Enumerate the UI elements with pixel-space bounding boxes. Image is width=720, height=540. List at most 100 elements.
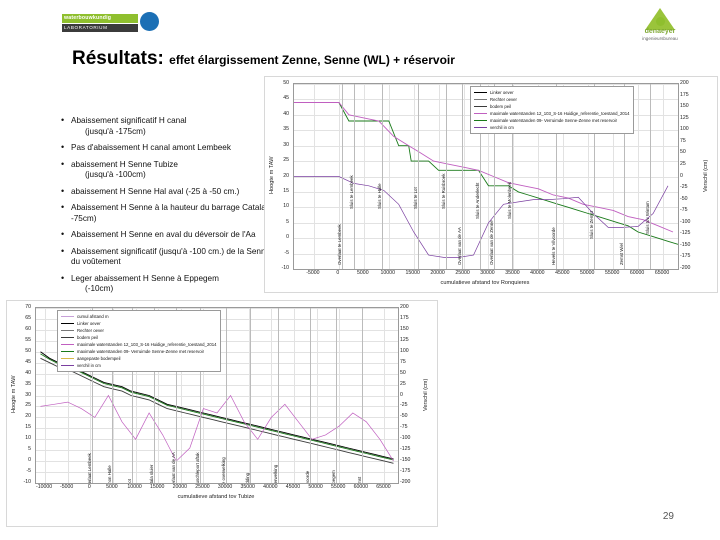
y-tick-label-left: 30	[283, 141, 289, 148]
legend-swatch	[61, 351, 74, 352]
annotation-line	[176, 308, 177, 483]
annotation-line	[462, 84, 463, 269]
gridline-horizontal	[36, 308, 398, 309]
annotation-line	[382, 84, 383, 269]
legend-label: Linker oever	[490, 90, 514, 95]
legend-swatch	[61, 365, 74, 366]
logo-dot-icon	[655, 17, 665, 26]
annotation-line	[342, 84, 343, 269]
series-layer	[294, 102, 678, 258]
y-tick-label-left: 20	[25, 413, 31, 420]
y-tick-label-right: 0	[680, 172, 683, 179]
bullet-item: Abaissement significatif H canal(jusqu'à…	[60, 115, 300, 137]
series-line	[40, 351, 394, 460]
y-tick-label-right: 125	[680, 114, 689, 121]
y-tick-label-right: 75	[680, 137, 686, 144]
y-tick-label-left: 0	[28, 457, 31, 464]
y-tick-label-left: 35	[25, 380, 31, 387]
y-tick-label-left: 5	[286, 218, 289, 225]
x-tick-label: 25000	[455, 270, 470, 276]
annotation-line	[494, 84, 495, 269]
annotation-line	[362, 308, 363, 483]
gridline-horizontal	[294, 222, 678, 224]
x-tick-label: -5000	[306, 270, 320, 276]
y-axis-title-left: Hoogte m TAW	[269, 155, 275, 194]
y-tick-label-left: 10	[283, 203, 289, 210]
y-tick-label-left: 65	[25, 314, 31, 321]
y-tick-label-right: -175	[400, 468, 411, 475]
x-tick-label: 15000	[405, 270, 420, 276]
y-tick-label-right: 50	[680, 149, 686, 156]
annotation-line	[154, 308, 155, 483]
bullet-text: Abaissement significatif (jusqu'à -100 c…	[71, 246, 299, 267]
legend-item: cumul afstand m	[61, 313, 217, 320]
y-tick-label-left: -5	[26, 468, 31, 475]
y-tick-label-right: 75	[400, 358, 406, 365]
y-tick-label-right: -125	[400, 446, 411, 453]
y-tick-label-left: -10	[281, 265, 290, 271]
y-tick-label-left: 15	[283, 187, 289, 194]
y-tick-label-left: 10	[25, 435, 31, 442]
series-line	[40, 353, 394, 461]
y-tick-label-left: -5	[284, 249, 289, 256]
annotation-line	[336, 308, 337, 483]
legend-item: maximale waterstanden 09- Verruimde Senn…	[474, 117, 630, 124]
y-tick-label-right: 25	[680, 160, 686, 167]
y-tick-label-left: 0	[286, 234, 289, 241]
bullet-text: Abaissement significatif H canal	[71, 116, 187, 125]
legend-item: bodem peil	[474, 103, 630, 110]
page-title-main: Résultats:	[72, 48, 164, 69]
bullet-subtext: (jusqu'à -100cm)	[85, 170, 146, 179]
logo-tagline: ingenieursbureau	[642, 36, 678, 41]
bullet-text: Leger abaissement H Senne à Eppegem	[71, 273, 219, 283]
annotation-line	[200, 308, 201, 483]
bullet-subtext: (-10cm)	[85, 284, 114, 293]
x-tick-label: 55000	[604, 270, 620, 276]
legend-label: cumul afstand m	[77, 314, 109, 319]
x-tick-label: 45000	[285, 484, 301, 490]
x-tick-label: 5000	[106, 484, 118, 490]
y-tick-label-left: 25	[25, 402, 31, 409]
page-number: 29	[662, 511, 674, 522]
y-tick-label-right: 100	[400, 347, 409, 354]
x-axis-title: cumulatieve afstand tov Tubize	[177, 494, 255, 500]
bullet-text: Pas d'abaissement H canal amont Lembeek	[71, 143, 231, 152]
gridline-horizontal	[36, 395, 398, 397]
y-tick-label-right: -100	[400, 435, 411, 442]
chart-legend: cumul afstand m Linker oever Rechter oever…	[57, 310, 221, 372]
y-tick-label-left: 20	[283, 172, 289, 179]
y-tick-label-left: 50	[25, 347, 31, 354]
legend-item: Linker oever	[474, 89, 630, 96]
bullet-text: Abaissement H Senne en aval du déversoir…	[71, 230, 256, 239]
annotation-line	[354, 84, 355, 269]
gridline-horizontal	[36, 384, 398, 386]
legend-item: maximale waterstanden 12_103_S-16 Huidig…	[474, 110, 630, 117]
legend-label: maximale waterstanden 09- Verruimde Senn…	[490, 118, 618, 123]
y-tick-label-right: 150	[680, 103, 689, 110]
legend-swatch	[61, 337, 74, 338]
x-tick-label: 0	[336, 270, 340, 276]
x-tick-label: 40000	[530, 270, 545, 276]
legend-swatch	[474, 127, 487, 128]
x-tick-label: -10000	[35, 484, 53, 490]
bullet-item: Abaissement significatif (jusqu'à -100 c…	[60, 246, 300, 268]
legend-item: verchil in cm	[474, 124, 630, 131]
gridline-horizontal	[36, 461, 398, 463]
legend-item: Rechter oever	[474, 96, 630, 103]
y-tick-label-right: 150	[400, 325, 409, 332]
annotation-line	[512, 84, 513, 269]
y-tick-label-right: -25	[680, 184, 688, 191]
bullet-text: abaissement H Senne Tubize	[71, 159, 178, 169]
gridline-horizontal	[294, 253, 678, 255]
x-tick-label: 45000	[555, 270, 570, 276]
chart-top[interactable]: Sluis te Lembeek Sluis te Halle Sluis te L…	[264, 76, 718, 293]
gridline-horizontal	[294, 191, 678, 193]
x-tick-label: 20000	[430, 270, 445, 276]
y-tick-label-left: -10	[23, 479, 32, 485]
y-tick-label-left: 15	[25, 424, 31, 431]
x-tick-label: 10000	[127, 484, 142, 490]
legend-swatch	[474, 120, 487, 121]
annotation-line	[226, 308, 227, 483]
y-tick-label-right: 200	[680, 80, 689, 86]
